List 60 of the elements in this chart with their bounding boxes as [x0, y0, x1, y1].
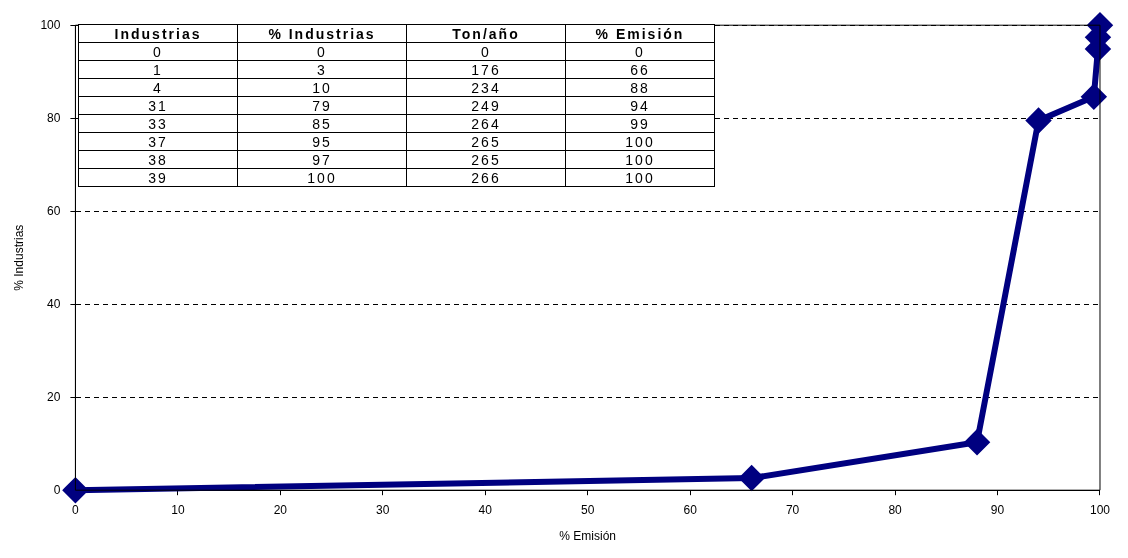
point [1026, 108, 1051, 133]
point [1081, 84, 1106, 109]
y-tick-label: 80 [47, 110, 61, 125]
annotation: 33 [78, 114, 238, 133]
annotation: 94 [565, 96, 715, 115]
annotation: 1 [78, 60, 238, 79]
y-tick-label: 0 [53, 482, 61, 497]
annotation: 88 [565, 78, 715, 97]
annotation: 264 [406, 114, 566, 133]
annotation: 266 [406, 168, 566, 187]
annotation: 0 [237, 42, 407, 61]
x-tick-label: 10 [171, 502, 185, 517]
annotation: 39 [78, 168, 238, 187]
annotation: 249 [406, 96, 566, 115]
x-tick-label: 50 [581, 502, 595, 517]
x-tick-label: 0 [72, 502, 80, 517]
x-tick-label: 20 [273, 502, 288, 517]
annotation: 265 [406, 150, 566, 169]
annotation: 66 [565, 60, 715, 79]
annotation: % Emisión [565, 24, 715, 43]
annotation: 0 [406, 42, 566, 61]
y-tick-label: 100 [40, 17, 61, 32]
annotation: 99 [565, 114, 715, 133]
point [63, 478, 88, 503]
point [965, 430, 990, 455]
x-tick-label: 30 [376, 502, 390, 517]
annotation: % Industrias [237, 24, 407, 43]
x-tick-label: 40 [478, 502, 493, 517]
annotation: 100 [237, 168, 407, 187]
x-tick-label: 90 [990, 502, 1005, 517]
annotation: Ton/año [406, 24, 566, 43]
point [739, 466, 764, 491]
y-axis-title: % Industrias [11, 224, 26, 291]
x-axis-title: % Emisión [559, 529, 617, 544]
x-tick-label: 100 [1089, 502, 1111, 517]
annotation: 95 [237, 132, 407, 151]
annotation: 100 [565, 132, 715, 151]
annotation: 176 [406, 60, 566, 79]
annotation: 100 [565, 168, 715, 187]
annotation: 37 [78, 132, 238, 151]
y-tick-label: 60 [47, 203, 61, 218]
x-tick-label: 70 [785, 502, 800, 517]
annotation: 0 [565, 42, 715, 61]
annotation: 97 [237, 150, 407, 169]
annotation: 4 [78, 78, 238, 97]
annotation: 3 [237, 60, 407, 79]
y-tick-label: 40 [47, 296, 61, 311]
annotation: Industrias [78, 24, 238, 43]
annotation: 85 [237, 114, 407, 133]
y-tick-label: 20 [47, 389, 61, 404]
annotation: 79 [237, 96, 407, 115]
annotation: 265 [406, 132, 566, 151]
x-tick-label: 80 [888, 502, 903, 517]
annotation: 100 [565, 150, 715, 169]
annotation: 31 [78, 96, 238, 115]
annotation: 0 [78, 42, 238, 61]
annotation: 38 [78, 150, 238, 169]
annotation: 10 [237, 78, 407, 97]
x-tick-label: 60 [683, 502, 698, 517]
annotation: 234 [406, 78, 566, 97]
